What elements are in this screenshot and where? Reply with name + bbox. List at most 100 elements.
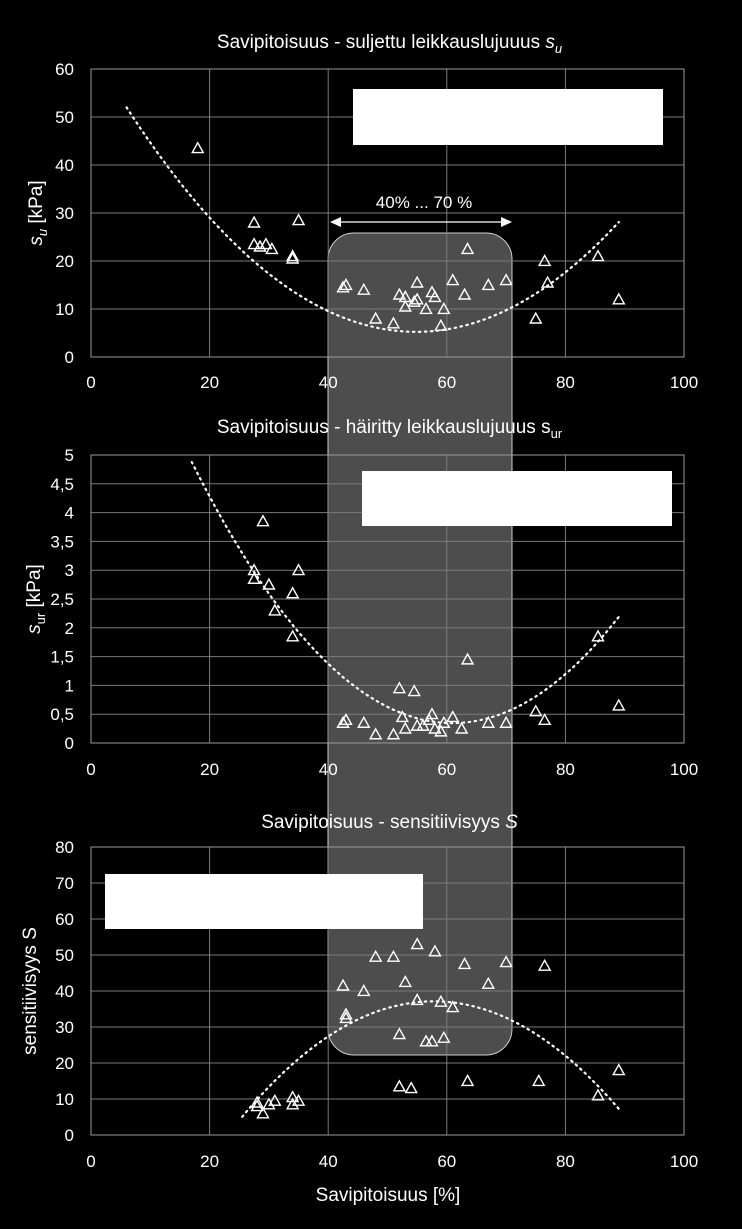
data-point [392, 1027, 407, 1040]
x-tick-label: 40 [319, 373, 338, 392]
data-point [392, 287, 407, 300]
data-point [398, 721, 412, 734]
data-point [416, 718, 430, 731]
x-tick-label: 40 [319, 1152, 338, 1171]
data-point [425, 1034, 439, 1047]
data-point [446, 710, 460, 723]
data-point [529, 311, 543, 324]
data-point [268, 1093, 282, 1106]
range-annotation: 40% ... 70 % [330, 193, 512, 227]
data-point [357, 715, 371, 728]
y-tick-label: 0 [65, 348, 74, 367]
y-tick-label: 20 [55, 252, 74, 271]
data-point [428, 721, 442, 734]
data-point [407, 294, 421, 307]
data-point [386, 316, 401, 329]
x-tick-label: 60 [437, 760, 456, 779]
y-tick-label: 1 [65, 676, 74, 695]
data-point [404, 1081, 418, 1094]
data-point [339, 713, 353, 726]
x-tick-label: 100 [670, 1152, 698, 1171]
data-point [499, 273, 513, 286]
data-point [285, 249, 300, 262]
data-point [460, 1074, 475, 1087]
data-point [591, 629, 605, 642]
highlight-band [327, 232, 513, 1056]
data-point [437, 1030, 451, 1043]
data-point [410, 292, 424, 305]
data-point [339, 1011, 353, 1024]
chart-title: Savipitoisuus - häiritty leikkauslujuuus… [217, 417, 563, 441]
data-point [339, 1007, 353, 1020]
range-label: 40% ... 70 % [376, 193, 472, 212]
y-tick-label: 30 [55, 1018, 74, 1037]
data-point [368, 311, 383, 324]
data-point [395, 710, 410, 723]
x-tick-label: 100 [670, 373, 698, 392]
y-tick-label: 5 [65, 446, 74, 465]
chart-title: Savipitoisuus - sensitiivisyys S [261, 812, 518, 833]
plot-frame [90, 846, 685, 1136]
data-point [262, 577, 276, 590]
data-point [437, 302, 451, 315]
trendline [125, 106, 620, 333]
data-point [434, 318, 448, 331]
data-point [529, 704, 543, 717]
y-tick-label: 50 [55, 108, 74, 127]
data-point [532, 1074, 546, 1087]
data-point [336, 715, 350, 728]
y-tick-label: 3 [65, 561, 74, 580]
data-point [247, 237, 261, 250]
data-point [291, 563, 306, 576]
data-point [285, 1090, 300, 1103]
data-point [259, 237, 273, 250]
data-point [457, 957, 472, 970]
data-point [537, 713, 552, 726]
data-point [285, 586, 300, 599]
data-point [407, 684, 421, 697]
data-point [386, 949, 401, 962]
x-tick-label: 80 [556, 1152, 575, 1171]
x-tick-label: 20 [200, 373, 219, 392]
y-tick-label: 4 [65, 504, 74, 523]
data-point [537, 958, 552, 971]
y-tick-label: 40 [55, 156, 74, 175]
data-point [392, 681, 407, 694]
x-tick-label: 0 [86, 1152, 95, 1171]
data-point [398, 975, 412, 988]
y-tick-label: 60 [55, 910, 74, 929]
x-tick-label: 60 [437, 1152, 456, 1171]
data-point [386, 727, 401, 740]
y-tick-label: 40 [55, 982, 74, 1001]
y-axis-label: sensitiivisyys S [20, 927, 41, 1055]
data-point [265, 242, 279, 255]
x-tick-label: 60 [437, 373, 456, 392]
plot-frame [90, 454, 685, 744]
chart-title: Savipitoisuus - suljettu leikkauslujuuus… [217, 32, 562, 56]
data-point [253, 239, 267, 252]
data-point [434, 724, 448, 737]
x-tick-label: 20 [200, 760, 219, 779]
data-point [481, 976, 495, 989]
data-point [191, 141, 205, 154]
data-point [612, 292, 626, 305]
data-point [285, 1097, 300, 1110]
x-tick-label: 80 [556, 373, 575, 392]
y-tick-label: 80 [55, 838, 74, 857]
data-point [357, 282, 371, 295]
data-point [437, 715, 451, 728]
data-point [262, 1097, 276, 1110]
y-tick-label: 60 [55, 60, 74, 79]
data-point [425, 707, 439, 720]
data-point [410, 993, 424, 1006]
data-point [499, 955, 513, 968]
data-point [434, 994, 448, 1007]
y-tick-label: 4,5 [50, 475, 74, 494]
data-point [537, 254, 552, 267]
data-point [291, 1093, 306, 1106]
data-point [481, 715, 495, 728]
data-point [499, 715, 513, 728]
data-point [357, 984, 371, 997]
chart-sur: 0 0,5 1 1,5 2 2,5 3 3,5 4 4,5 5 0 20 40 60 80 100 Savipit… [24, 417, 698, 779]
